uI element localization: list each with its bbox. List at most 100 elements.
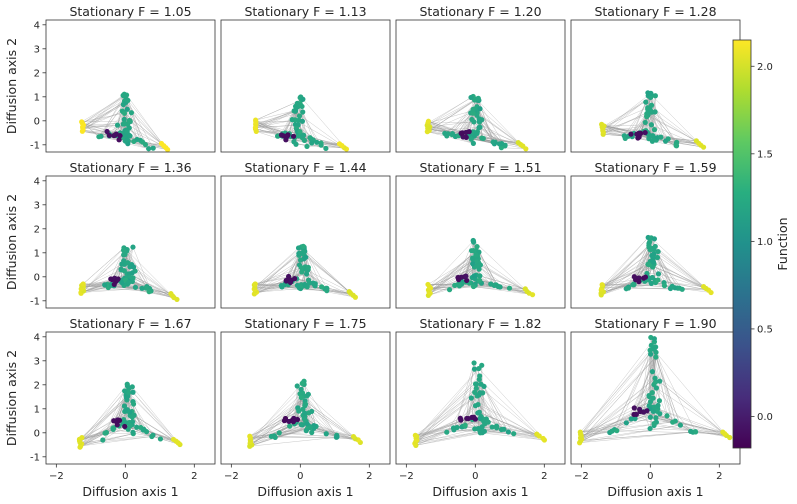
edge: [478, 368, 544, 439]
nodes: [252, 94, 350, 152]
node-point: [470, 261, 476, 267]
node-point: [468, 94, 474, 101]
node-point: [134, 136, 140, 143]
node-point: [628, 416, 634, 422]
node-point: [122, 423, 128, 430]
node-point: [458, 417, 464, 423]
edge: [132, 386, 179, 444]
node-point: [297, 129, 303, 135]
edge: [124, 95, 154, 149]
node-point: [661, 283, 668, 289]
edge: [652, 371, 723, 433]
node-point: [464, 415, 470, 422]
node-point: [642, 274, 649, 280]
node-point: [298, 394, 304, 401]
node-point: [143, 285, 149, 291]
nodes: [247, 378, 363, 449]
node-point: [309, 140, 315, 146]
edge: [126, 94, 164, 146]
edge: [132, 246, 152, 292]
node-point: [647, 414, 653, 420]
node-point: [720, 429, 726, 435]
edge: [303, 246, 328, 289]
edge: [83, 247, 125, 292]
node-point: [670, 419, 676, 425]
edge: [102, 426, 125, 441]
edge: [100, 94, 125, 137]
edge: [580, 431, 696, 441]
edge: [255, 267, 302, 285]
node-point: [476, 116, 482, 122]
node-point: [658, 134, 664, 140]
edge: [626, 356, 657, 423]
nodes: [425, 237, 536, 298]
edge: [113, 397, 127, 421]
edge: [81, 433, 134, 445]
node-point: [653, 354, 659, 360]
nodes: [577, 334, 733, 446]
node-point: [651, 346, 657, 352]
node-point: [291, 139, 297, 145]
node-point: [120, 92, 126, 99]
node-point: [305, 391, 311, 397]
node-point: [609, 428, 615, 434]
node-point: [477, 415, 483, 422]
node-point: [123, 395, 130, 401]
node-point: [334, 434, 340, 440]
nodes: [251, 243, 358, 300]
edge: [655, 352, 725, 434]
edge: [579, 431, 696, 443]
node-point: [472, 403, 479, 409]
node-point: [299, 380, 305, 387]
edge: [475, 383, 540, 437]
edge: [81, 388, 130, 438]
node-point: [643, 99, 649, 105]
node-point: [299, 118, 306, 124]
edge: [416, 395, 478, 437]
panel-frame: [570, 19, 741, 153]
node-point: [656, 398, 663, 404]
node-point: [282, 415, 289, 422]
node-point: [471, 360, 477, 366]
colorbar-tick-label: 2.0: [757, 62, 773, 73]
node-point: [468, 136, 474, 142]
node-point: [505, 429, 511, 435]
edge: [83, 102, 126, 126]
node-point: [312, 281, 318, 287]
edge: [602, 279, 636, 285]
node-point: [292, 121, 299, 128]
y-tick-label: 2: [34, 68, 40, 79]
edge: [478, 251, 499, 287]
edge: [650, 111, 662, 138]
edge: [415, 431, 485, 442]
node-point: [489, 424, 495, 430]
node-point: [318, 142, 324, 148]
node-point: [673, 142, 679, 149]
edge: [271, 436, 356, 439]
node-point: [471, 414, 477, 420]
node-point: [652, 93, 658, 99]
y-tick-label: 1: [34, 248, 40, 259]
node-point: [294, 100, 300, 106]
edge: [430, 287, 450, 290]
panel-title: Stationary F = 1.51: [419, 160, 541, 175]
y-tick-label: 2: [34, 224, 40, 235]
node-point: [450, 425, 457, 431]
x-tick-label: −2: [399, 471, 414, 482]
panel-title: Stationary F = 1.28: [594, 4, 716, 19]
node-point: [108, 276, 114, 282]
edge: [307, 428, 356, 439]
colorbar-tick-label: 0.5: [757, 324, 773, 335]
node-point: [648, 342, 654, 348]
node-point: [657, 411, 663, 417]
node-point: [132, 284, 139, 290]
node-point: [298, 250, 304, 256]
edge: [634, 246, 650, 277]
edge: [580, 430, 613, 433]
node-point: [481, 428, 487, 434]
colorbar-tick-label: 0.0: [757, 412, 773, 423]
edge: [580, 338, 655, 435]
node-point: [651, 404, 657, 410]
panel-title: Stationary F = 1.75: [244, 316, 366, 331]
node-point: [303, 254, 309, 260]
